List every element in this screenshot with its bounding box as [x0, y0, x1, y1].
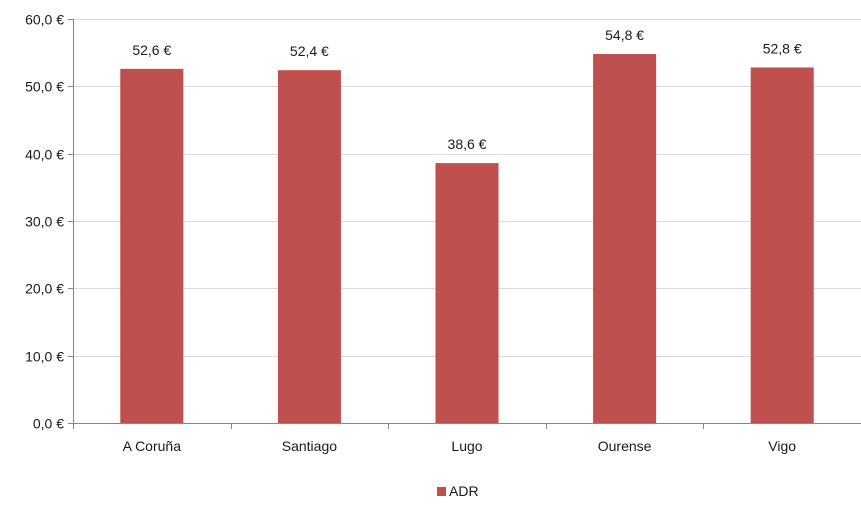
legend-label: ADR	[449, 483, 479, 499]
data-label: 38,6 €	[448, 136, 487, 152]
bars	[120, 54, 814, 424]
legend: ADR	[437, 483, 479, 499]
x-tick-label: Ourense	[598, 438, 652, 454]
bar	[120, 68, 184, 424]
bar	[750, 67, 814, 423]
data-label: 52,6 €	[132, 42, 171, 58]
y-tick-label: 0,0 €	[33, 416, 64, 432]
labels: 0,0 € 10,0 € 20,0 € 30,0 € 40,0 € 50,0 € 60,0 …	[25, 12, 802, 455]
legend-swatch	[437, 487, 446, 496]
bar	[593, 54, 657, 423]
y-tick-label: 20,0 €	[25, 281, 64, 297]
bar	[277, 70, 341, 423]
data-label: 52,8 €	[763, 40, 802, 56]
y-tick-label: 30,0 €	[25, 214, 64, 230]
y-tick-label: 50,0 €	[25, 79, 64, 95]
x-tick-label: Santiago	[282, 438, 337, 454]
x-tick-label: Vigo	[768, 438, 796, 454]
y-tick-label: 60,0 €	[25, 12, 64, 28]
y-tick-label: 40,0 €	[25, 147, 64, 163]
data-label: 52,4 €	[290, 43, 329, 59]
x-tick-label: A Coruña	[123, 438, 182, 454]
bar	[435, 163, 499, 424]
x-tick-label: Lugo	[451, 438, 482, 454]
data-label: 54,8 €	[605, 27, 644, 43]
y-tick-label: 10,0 €	[25, 349, 64, 365]
axes	[68, 19, 861, 429]
